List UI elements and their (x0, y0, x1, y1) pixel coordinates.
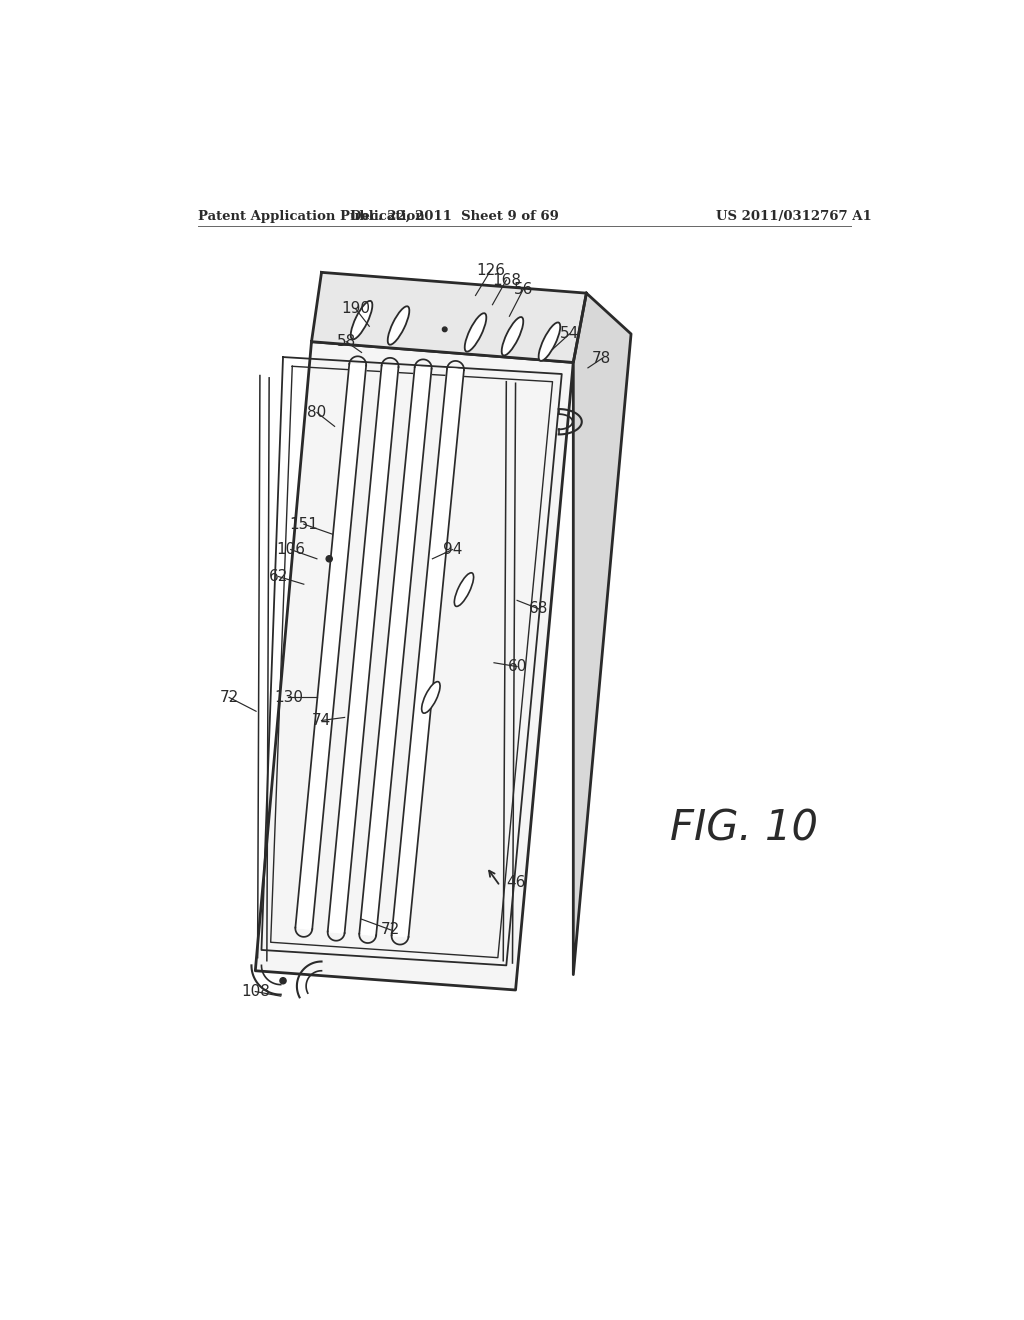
Polygon shape (359, 367, 431, 936)
Text: 108: 108 (241, 983, 269, 999)
Text: 78: 78 (592, 351, 611, 366)
Text: 168: 168 (492, 272, 521, 288)
Circle shape (280, 978, 286, 983)
Polygon shape (311, 272, 587, 363)
Ellipse shape (539, 322, 560, 360)
Polygon shape (359, 367, 431, 936)
Ellipse shape (422, 681, 440, 713)
Text: US 2011/0312767 A1: US 2011/0312767 A1 (716, 210, 871, 223)
Text: 54: 54 (560, 326, 580, 342)
Ellipse shape (351, 301, 373, 339)
Text: 62: 62 (268, 569, 288, 583)
Circle shape (326, 556, 333, 562)
Text: 80: 80 (307, 405, 327, 420)
Text: 72: 72 (381, 923, 400, 937)
Polygon shape (255, 342, 573, 990)
Text: FIG. 10: FIG. 10 (670, 808, 817, 849)
Ellipse shape (455, 573, 473, 606)
Text: 190: 190 (341, 301, 370, 315)
Text: 60: 60 (508, 659, 526, 675)
Ellipse shape (465, 313, 486, 351)
Ellipse shape (502, 317, 523, 355)
Text: 68: 68 (529, 602, 548, 616)
Polygon shape (328, 366, 398, 933)
Polygon shape (295, 364, 367, 929)
Text: 58: 58 (337, 334, 355, 350)
Text: 151: 151 (290, 516, 318, 532)
Text: 74: 74 (312, 713, 331, 729)
Text: 56: 56 (514, 281, 532, 297)
Text: 126: 126 (476, 263, 506, 277)
Text: 94: 94 (442, 543, 462, 557)
Text: 72: 72 (219, 690, 239, 705)
Text: 130: 130 (273, 690, 303, 705)
Polygon shape (391, 368, 464, 937)
Polygon shape (391, 368, 464, 937)
Polygon shape (328, 366, 398, 933)
Text: 106: 106 (276, 543, 305, 557)
Text: Patent Application Publication: Patent Application Publication (199, 210, 425, 223)
Text: 46: 46 (506, 875, 525, 890)
Polygon shape (573, 293, 631, 974)
Circle shape (442, 327, 447, 331)
Text: Dec. 22, 2011  Sheet 9 of 69: Dec. 22, 2011 Sheet 9 of 69 (349, 210, 558, 223)
Ellipse shape (388, 306, 410, 345)
Polygon shape (295, 364, 367, 929)
